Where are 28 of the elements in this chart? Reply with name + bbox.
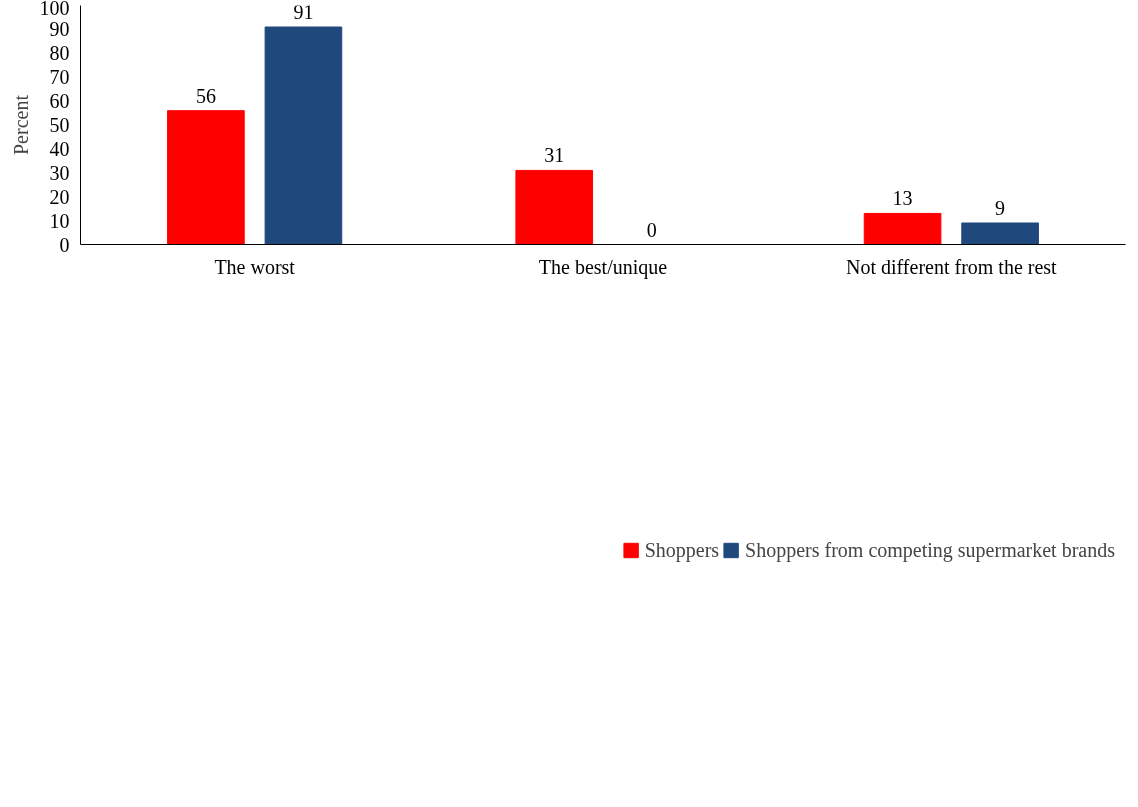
x-tick-label: The best/unique	[538, 255, 668, 279]
y-tick-label: 20	[49, 185, 70, 208]
x-tick-label: The worst	[214, 255, 296, 278]
bar	[961, 222, 1039, 245]
bar	[167, 110, 245, 245]
y-tick-label: 80	[49, 42, 70, 65]
y-tick-label: 10	[49, 209, 70, 232]
y-tick-label: 50	[49, 114, 70, 136]
y-tick-label: 40	[49, 137, 70, 160]
y-tick-label: 30	[49, 161, 70, 184]
bar	[863, 212, 942, 245]
y-tick-label: 90	[49, 18, 70, 41]
data-label: 56	[195, 84, 216, 107]
x-tick-label: Not different from the rest	[846, 255, 1058, 278]
y-tick-label: 60	[49, 90, 70, 113]
data-label: 0	[646, 218, 657, 241]
y-tick-label: 0	[59, 233, 70, 256]
data-label: 13	[892, 187, 913, 210]
y-tick-label: 70	[49, 66, 70, 89]
bar	[515, 169, 594, 245]
data-label: 9	[995, 196, 1006, 219]
y-tick-label: 100	[39, 0, 70, 19]
data-label: 91	[293, 1, 314, 24]
legend-label: Shoppers	[644, 538, 720, 562]
legend-label: Shoppers from competing supermarket brands	[745, 538, 1115, 562]
y-axis-title: Percent	[9, 94, 32, 155]
bar	[264, 26, 343, 245]
data-label: 31	[544, 144, 565, 167]
